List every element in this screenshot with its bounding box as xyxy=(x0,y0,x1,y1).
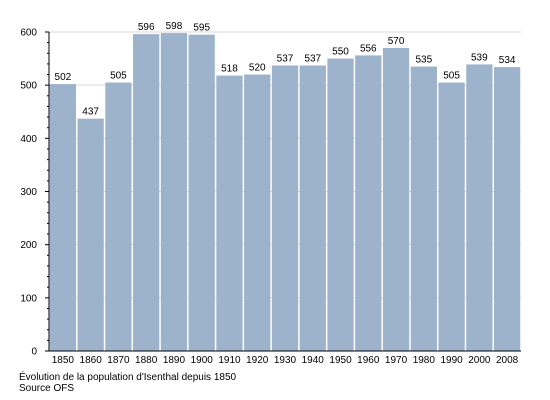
bar xyxy=(160,33,188,352)
x-tick-label: 1940 xyxy=(302,355,325,366)
bar-value-label: 518 xyxy=(221,64,238,75)
x-tick-label: 1920 xyxy=(246,355,269,366)
x-tick-label: 1870 xyxy=(107,355,130,366)
bar-value-label: 598 xyxy=(166,21,183,32)
y-tick-label: 0 xyxy=(31,347,37,358)
bar xyxy=(327,58,354,351)
x-tick-label: 1930 xyxy=(274,355,297,366)
chart-caption: Évolution de la population d'Isenthal de… xyxy=(19,372,237,383)
x-tick-label: 1910 xyxy=(218,355,241,366)
bar-value-label: 596 xyxy=(138,22,155,33)
bar-series xyxy=(49,33,521,352)
x-tick-label: 1980 xyxy=(413,355,436,366)
x-tick-label: 1960 xyxy=(357,355,380,366)
y-tick-label: 600 xyxy=(20,28,37,39)
chart-source: Source OFS xyxy=(19,383,75,394)
bar xyxy=(105,82,132,351)
bar xyxy=(382,47,410,351)
x-tick-label: 1890 xyxy=(163,355,186,366)
bar xyxy=(299,65,326,352)
bar xyxy=(188,34,215,352)
bar-value-label: 539 xyxy=(471,52,488,63)
bar xyxy=(271,65,299,352)
x-tick-label: 1990 xyxy=(440,355,463,366)
bar xyxy=(133,34,160,351)
data-labels: 502 437 505 596 598 595 518 520 537 537 550 556 570 5… xyxy=(55,21,516,118)
bar-value-label: 502 xyxy=(55,72,72,83)
bar-value-label: 437 xyxy=(82,107,99,118)
bar-value-label: 595 xyxy=(193,23,210,34)
y-tick-label: 200 xyxy=(20,240,37,251)
x-tick-label: 1860 xyxy=(80,355,103,366)
bar-value-label: 550 xyxy=(332,47,349,58)
bar xyxy=(244,74,271,352)
x-tick-label: 1850 xyxy=(52,355,75,366)
bar xyxy=(77,118,104,351)
bar-value-label: 534 xyxy=(499,55,516,66)
y-tick-label: 400 xyxy=(20,134,37,145)
bar-value-label: 505 xyxy=(110,71,127,82)
chart-axes: 0 100 200 300 400 500 600 1850 1860 1870 1880 1890 1… xyxy=(20,28,521,366)
bar xyxy=(49,84,77,351)
bar xyxy=(410,66,437,351)
bar xyxy=(216,75,243,351)
bar xyxy=(438,82,465,351)
x-tick-label: 1970 xyxy=(385,355,408,366)
bar-value-label: 537 xyxy=(304,53,321,64)
bar xyxy=(355,55,382,351)
bar-value-label: 520 xyxy=(249,63,266,74)
y-tick-label: 100 xyxy=(20,293,37,304)
x-tick-label: 1950 xyxy=(329,355,352,366)
bar xyxy=(466,64,493,351)
bar-value-label: 570 xyxy=(388,36,405,47)
x-tick-label: 2000 xyxy=(468,355,491,366)
bar xyxy=(493,67,521,351)
bar-value-label: 537 xyxy=(277,53,294,64)
x-tick-label: 1880 xyxy=(135,355,158,366)
bar-value-label: 535 xyxy=(415,55,432,66)
x-tick-label: 1900 xyxy=(191,355,214,366)
y-tick-label: 300 xyxy=(20,187,37,198)
y-tick-label: 500 xyxy=(20,81,37,92)
bar-value-label: 505 xyxy=(443,71,460,82)
x-tick-label: 2008 xyxy=(496,355,519,366)
bar-value-label: 556 xyxy=(360,43,377,54)
